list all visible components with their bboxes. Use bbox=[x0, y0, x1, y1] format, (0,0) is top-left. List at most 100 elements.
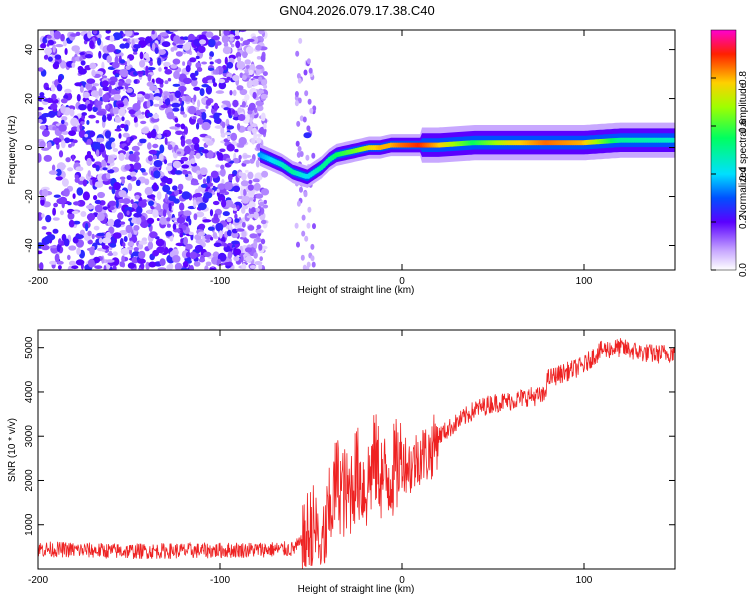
spectrogram-noise-cell bbox=[139, 51, 144, 60]
snr-x-label: Height of straight line (km) bbox=[298, 584, 415, 595]
spectrogram-noise-cell bbox=[74, 177, 80, 183]
spectrogram-noise-cell bbox=[195, 62, 202, 69]
spectrogram-noise-cell bbox=[131, 219, 136, 224]
spectrogram-noise-cell bbox=[78, 129, 86, 139]
spectrogram-noise-cell bbox=[199, 39, 207, 45]
spectrogram-noise-cell bbox=[210, 170, 219, 179]
spectrogram-noise-cell bbox=[215, 222, 224, 232]
spectrogram-noise-cell bbox=[208, 38, 216, 48]
spectrogram-noise-cell bbox=[86, 138, 92, 145]
spectrogram-noise-cell bbox=[108, 226, 115, 234]
spectrogram-noise-cell bbox=[181, 267, 187, 270]
spectrogram-noise-cell bbox=[50, 30, 54, 37]
spectrogram-noise-cell bbox=[96, 212, 105, 222]
spectrogram-noise-cell bbox=[158, 153, 164, 162]
spectrogram-noise-cell bbox=[204, 265, 209, 270]
spectrogram-noise-cell bbox=[126, 210, 130, 216]
spectrogram-noise-cell bbox=[124, 84, 129, 90]
spectrogram-noise-cell bbox=[152, 182, 158, 191]
spectrogram-noise-cell bbox=[201, 84, 209, 88]
spectrogram-noise-cell bbox=[303, 69, 308, 76]
spectrogram-noise-cell bbox=[153, 170, 161, 179]
spectrogram-noise-cell bbox=[75, 166, 84, 172]
spectrogram-noise-cell bbox=[75, 31, 81, 36]
spectrogram-noise-cell bbox=[162, 209, 167, 218]
spectrogram-noise-cell bbox=[203, 251, 212, 257]
spectrogram-noise-cell bbox=[213, 112, 220, 121]
spectrogram-noise-cell bbox=[112, 232, 122, 239]
spectrogram-noise-cell bbox=[41, 147, 50, 151]
spectrogram-y-tick-label: 0 bbox=[24, 144, 35, 150]
spectrogram-noise-cell bbox=[122, 132, 130, 138]
spectrogram-noise-cell bbox=[133, 225, 140, 231]
spectrogram-noise-cell bbox=[103, 265, 107, 270]
spectrogram-noise-cell bbox=[71, 45, 80, 52]
spectrogram-noise-cell bbox=[164, 97, 171, 106]
spectrogram-noise-cell bbox=[109, 35, 115, 42]
spectrogram-noise-cell bbox=[195, 211, 205, 218]
spectrogram-noise-cell bbox=[260, 93, 268, 100]
spectrogram-noise-cell bbox=[294, 222, 299, 229]
spectrogram-noise-cell bbox=[157, 133, 162, 139]
spectrogram-noise-cell bbox=[238, 137, 247, 146]
spectrogram-noise-cell bbox=[255, 64, 264, 70]
spectrogram-noise-cell bbox=[253, 211, 259, 220]
spectrogram-noise-cell bbox=[248, 201, 256, 209]
spectrogram-noise-cell bbox=[118, 107, 126, 117]
spectrogram-noise-cell bbox=[124, 30, 133, 37]
spectrogram-noise-cell bbox=[174, 117, 179, 123]
spectrogram-noise-cell bbox=[201, 111, 207, 121]
spectrogram-noise-cell bbox=[141, 111, 145, 115]
spectrogram-noise-cell bbox=[137, 114, 145, 119]
spectrogram-noise-cell bbox=[148, 200, 154, 207]
spectrogram-noise-cell bbox=[239, 88, 248, 96]
spectrogram-noise-cell bbox=[146, 100, 151, 109]
spectrogram-noise-cell bbox=[258, 243, 263, 251]
spectrogram-noise-cell bbox=[220, 168, 226, 177]
spectrogram-noise-cell bbox=[133, 32, 140, 36]
spectrogram-noise-cell bbox=[237, 56, 242, 63]
spectrogram-noise-cell bbox=[95, 149, 100, 157]
spectrogram-noise-cell bbox=[244, 169, 249, 173]
spectrogram-noise-cell bbox=[175, 51, 183, 57]
spectrogram-noise-cell bbox=[199, 88, 205, 97]
spectrogram-noise-cell bbox=[61, 116, 68, 121]
spectrogram-noise-cell bbox=[87, 170, 91, 177]
spectrogram-noise-cell bbox=[82, 91, 90, 99]
spectrogram-noise-cell bbox=[248, 179, 253, 185]
spectrogram-noise-cell bbox=[226, 217, 232, 223]
spectrogram-noise-cell bbox=[94, 199, 102, 205]
spectrogram-noise-cell bbox=[137, 258, 146, 265]
spectrogram-noise-cell bbox=[113, 219, 122, 228]
spectrogram-noise-cell bbox=[231, 231, 239, 238]
spectrogram-noise-cell bbox=[41, 213, 45, 218]
spectrogram-noise-cell bbox=[296, 200, 301, 207]
spectrogram-noise-cell bbox=[168, 195, 177, 202]
spectrogram-noise-cell bbox=[40, 244, 50, 251]
spectrogram-noise-cell bbox=[312, 223, 316, 230]
spectrogram-noise-cell bbox=[252, 178, 260, 183]
spectrogram-noise-cell bbox=[249, 79, 253, 88]
spectrogram-noise-cell bbox=[248, 102, 256, 111]
spectrogram-noise-cell bbox=[123, 236, 128, 242]
spectrogram-noise-cell bbox=[86, 78, 96, 84]
spectrogram-noise-cell bbox=[196, 170, 201, 175]
spectrogram-noise-cell bbox=[202, 178, 207, 185]
spectrogram-noise-cell bbox=[79, 56, 83, 62]
spectrogram-noise-cell bbox=[255, 89, 265, 95]
spectrogram-noise-cell bbox=[251, 79, 259, 87]
spectrogram-noise-cell bbox=[38, 250, 43, 255]
spectrogram-noise-cell bbox=[223, 243, 228, 248]
spectrogram-noise-cell bbox=[223, 262, 233, 266]
spectrogram-noise-cell bbox=[210, 236, 214, 241]
spectrogram-noise-cell bbox=[212, 200, 220, 206]
spectrogram-noise-cell bbox=[78, 104, 87, 111]
spectrogram-noise-cell bbox=[102, 114, 107, 123]
spectrogram-noise-cell bbox=[227, 108, 232, 117]
spectrogram-noise-cell bbox=[88, 114, 96, 119]
spectrogram-noise-cell bbox=[130, 176, 137, 182]
spectrogram-noise-cell bbox=[217, 183, 226, 190]
spectrogram-noise-cell bbox=[141, 127, 150, 134]
spectrogram-noise-cell bbox=[119, 221, 126, 225]
spectrogram-noise-cell bbox=[143, 52, 150, 59]
